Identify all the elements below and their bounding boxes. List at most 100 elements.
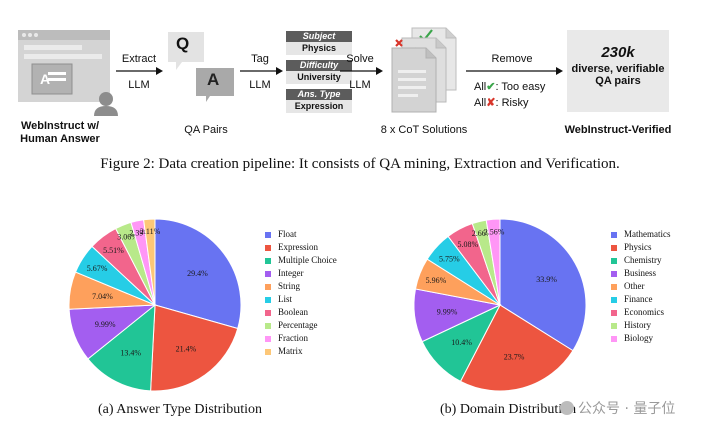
result-count: 230k — [601, 44, 635, 61]
watermark: 公众号 · 量子位 — [560, 398, 675, 418]
pie-slice-label: 3.06% — [117, 232, 138, 241]
legend-item: Float — [265, 228, 337, 241]
legend-item: Finance — [611, 293, 671, 306]
pie-slice-expression — [150, 304, 239, 392]
legend-item: String — [265, 280, 337, 293]
tag-tool-label: LLM — [249, 79, 271, 91]
tag-value: Physics — [286, 42, 352, 55]
legend-swatch — [611, 231, 617, 238]
legend-answer-type: Float Expression Multiple Choice Integer Str… — [265, 228, 337, 358]
legend-item: Physics — [611, 241, 671, 254]
result-line2: QA pairs — [595, 75, 641, 87]
remove-label: Remove — [491, 53, 533, 65]
legend-swatch — [265, 335, 271, 342]
pie-slice-label: 5.67% — [87, 264, 108, 273]
pie-slice-matrix — [143, 218, 156, 306]
solve-tool-label: LLM — [349, 79, 371, 91]
arrow-right-icon — [116, 67, 163, 75]
legend-label: Expression — [278, 242, 318, 252]
tag-label: Tag — [251, 53, 269, 65]
arrow-right-icon — [340, 67, 383, 75]
legend-label: Biology — [624, 333, 654, 343]
figure-caption: Figure 2: Data creation pipeline: It con… — [100, 156, 620, 172]
pie-slice-label: 23.7% — [504, 352, 525, 361]
pie-slice-label: 2.39% — [129, 229, 150, 238]
cross-icon: ✘ — [486, 97, 496, 109]
result-box: 230k diverse, verifiable QA pairs — [567, 30, 669, 112]
remove-rule-too-easy: All✔: Too easy — [474, 80, 545, 93]
legend-swatch — [265, 283, 271, 290]
legend-swatch — [611, 244, 617, 251]
legend-swatch — [611, 283, 617, 290]
legend-item: Expression — [265, 241, 337, 254]
legend-item: Biology — [611, 332, 671, 345]
tag-key: Ans. Type — [286, 89, 352, 100]
legend-label: Business — [624, 268, 657, 278]
legend-swatch — [265, 244, 271, 251]
a-letter: A — [207, 70, 220, 89]
pie-slice-float — [154, 218, 242, 330]
legend-swatch — [265, 257, 271, 264]
legend-item: Multiple Choice — [265, 254, 337, 267]
legend-item: Mathematics — [611, 228, 671, 241]
pie-slice-label: 7.04% — [92, 292, 113, 301]
legend-label: Integer — [278, 268, 304, 278]
legend-swatch — [265, 348, 271, 355]
legend-swatch — [265, 231, 271, 238]
q-letter: Q — [176, 34, 190, 53]
rule-text: : Too easy — [495, 81, 546, 93]
cot-solutions-label: 8 x CoT Solutions — [380, 124, 468, 136]
tag-answer-type: Ans. Type Expression — [286, 89, 352, 113]
tag-difficulty: Difficulty University — [286, 60, 352, 84]
pie-slice-label: 9.99% — [95, 320, 116, 329]
legend-label: Economics — [624, 307, 664, 317]
legend-label: Float — [278, 229, 297, 239]
legend-swatch — [611, 270, 617, 277]
pie-slice-label: 2.56% — [484, 227, 505, 236]
pie-chart-domain: 33.9% 23.7% 10.4% 9.99% 5.96% 5.75% 5.08% 2.66%… — [413, 218, 587, 392]
qa-bubbles-icon — [168, 32, 234, 102]
arrow-right-icon — [466, 67, 563, 75]
legend-label: Multiple Choice — [278, 255, 337, 265]
svg-text:A: A — [40, 71, 50, 87]
pie-slice-mathematics — [499, 218, 587, 352]
pie-slice-label: 2.66% — [472, 229, 493, 238]
legend-label: Fraction — [278, 333, 308, 343]
tag-value: University — [286, 71, 352, 84]
extract-tool-label: LLM — [128, 79, 150, 91]
pie-slice-multiple-choice — [87, 303, 156, 392]
legend-label: List — [278, 294, 293, 304]
rule-prefix: All — [474, 97, 487, 109]
legend-item: Integer — [265, 267, 337, 280]
extract-label: Extract — [121, 53, 157, 65]
legend-item: List — [265, 293, 337, 306]
solve-label: Solve — [346, 53, 374, 65]
wechat-icon — [560, 401, 574, 415]
tag-subject: Subject Physics — [286, 31, 352, 55]
legend-item: Business — [611, 267, 671, 280]
pie-slice-label: 5.96% — [426, 276, 447, 285]
legend-swatch — [611, 322, 617, 329]
legend-swatch — [265, 322, 271, 329]
legend-swatch — [265, 270, 271, 277]
chart-title-answer-type: (a) Answer Type Distribution — [98, 402, 263, 417]
legend-label: Chemistry — [624, 255, 662, 265]
legend-item: Chemistry — [611, 254, 671, 267]
legend-item: History — [611, 319, 671, 332]
legend-label: Finance — [624, 294, 653, 304]
pie-chart-answer-type: 29.4% 21.4% 13.4% 9.99% 7.04% 5.67% 5.51% 3.06%… — [68, 218, 242, 392]
legend-label: String — [278, 281, 301, 291]
legend-item: Other — [611, 280, 671, 293]
tag-key: Difficulty — [286, 60, 352, 71]
pie-slice-label: 5.75% — [439, 255, 460, 264]
result-line1: diverse, verifiable — [571, 63, 665, 75]
pie-slice-label: 33.9% — [536, 275, 557, 284]
pie-slice-biology — [485, 218, 501, 306]
legend-item: Matrix — [265, 345, 337, 358]
legend-item: Economics — [611, 306, 671, 319]
rule-prefix: All — [474, 81, 487, 93]
legend-swatch — [611, 335, 617, 342]
pie-slice-label: 5.08% — [457, 240, 478, 249]
legend-label: History — [624, 320, 651, 330]
